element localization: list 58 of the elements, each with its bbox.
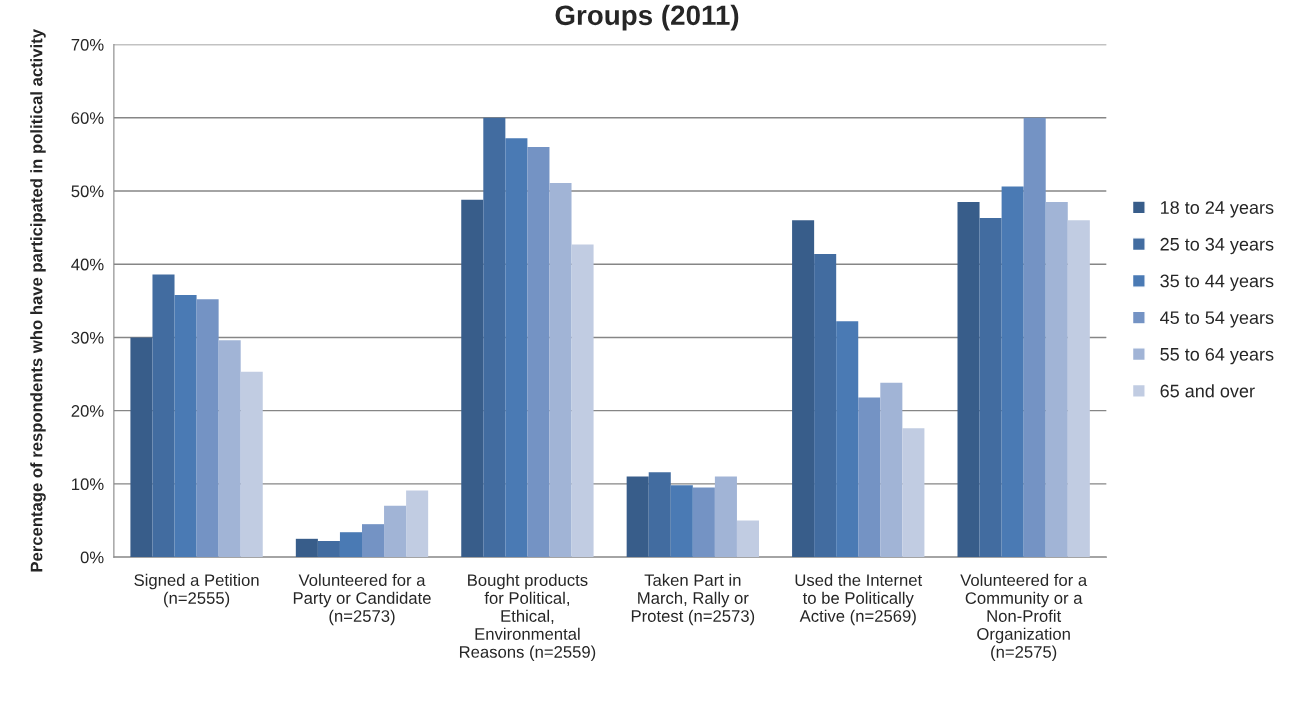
bar bbox=[814, 253, 837, 558]
bar bbox=[670, 485, 693, 558]
bar bbox=[549, 182, 572, 558]
bar bbox=[736, 520, 759, 558]
y-tick-label: 20% bbox=[71, 405, 104, 417]
y-axis-title: Percentage of respondents who have participated in political activity bbox=[30, 29, 46, 572]
bar bbox=[406, 490, 429, 558]
bar bbox=[152, 274, 175, 558]
bar bbox=[880, 382, 903, 558]
y-tick-label: 40% bbox=[71, 258, 104, 271]
bar bbox=[858, 397, 881, 558]
bar bbox=[957, 201, 980, 558]
y-tick-label: 30% bbox=[71, 331, 104, 344]
bar bbox=[362, 524, 385, 558]
legend-label: 65 and over bbox=[1160, 384, 1255, 398]
bar bbox=[505, 138, 528, 558]
bar bbox=[527, 147, 550, 558]
x-tick-label: Volunteered for a Party or Candidate (n=2573) bbox=[293, 573, 431, 626]
bar bbox=[571, 244, 594, 558]
legend-label: 35 to 44 years bbox=[1160, 274, 1274, 291]
x-tick-label: Taken Part in March, Rally or Protest (n=2573) bbox=[631, 573, 755, 626]
y-tick-label: 70% bbox=[71, 38, 104, 51]
x-tick-label: Bought products for Political, Ethical, Environmental Reasons (n=2559) bbox=[459, 573, 596, 662]
x-tick-label: Used the Internet to be Politically Active (n=2569) bbox=[795, 573, 923, 626]
y-tick-label: 10% bbox=[72, 478, 104, 491]
legend-label: 18 to 24 years bbox=[1161, 201, 1274, 218]
bar bbox=[692, 487, 715, 558]
bar bbox=[902, 428, 925, 558]
chart-title: Groups (2011) bbox=[555, 4, 739, 31]
bar bbox=[317, 541, 340, 558]
bar bbox=[1001, 186, 1024, 558]
bar bbox=[174, 294, 197, 558]
bar bbox=[1045, 201, 1068, 558]
legend-label: 55 to 64 years bbox=[1160, 347, 1274, 365]
bar bbox=[792, 220, 815, 558]
bar bbox=[196, 299, 219, 558]
bar bbox=[384, 505, 407, 558]
bar bbox=[295, 538, 318, 558]
bar bbox=[836, 321, 859, 558]
bar bbox=[339, 532, 362, 558]
y-tick-label: 0% bbox=[80, 551, 104, 564]
y-tick-label: 50% bbox=[71, 185, 104, 198]
bar bbox=[714, 476, 737, 558]
bar bbox=[218, 340, 241, 558]
bar bbox=[240, 371, 263, 558]
bar bbox=[1067, 220, 1090, 558]
bar bbox=[979, 218, 1002, 558]
bar bbox=[483, 117, 506, 558]
legend-label: 25 to 34 years bbox=[1160, 237, 1274, 255]
bar bbox=[130, 337, 153, 558]
legend-label: 45 to 54 years bbox=[1160, 311, 1274, 328]
bar bbox=[461, 199, 484, 558]
bar bbox=[1023, 117, 1046, 558]
bar bbox=[648, 472, 671, 558]
y-tick-label: 60% bbox=[71, 112, 104, 124]
bar bbox=[626, 476, 649, 558]
x-tick-label: Volunteered for a Community or a Non-Profit Organization (n=2575) bbox=[960, 573, 1088, 662]
x-tick-label: Signed a Petition (n=2555) bbox=[134, 573, 259, 608]
